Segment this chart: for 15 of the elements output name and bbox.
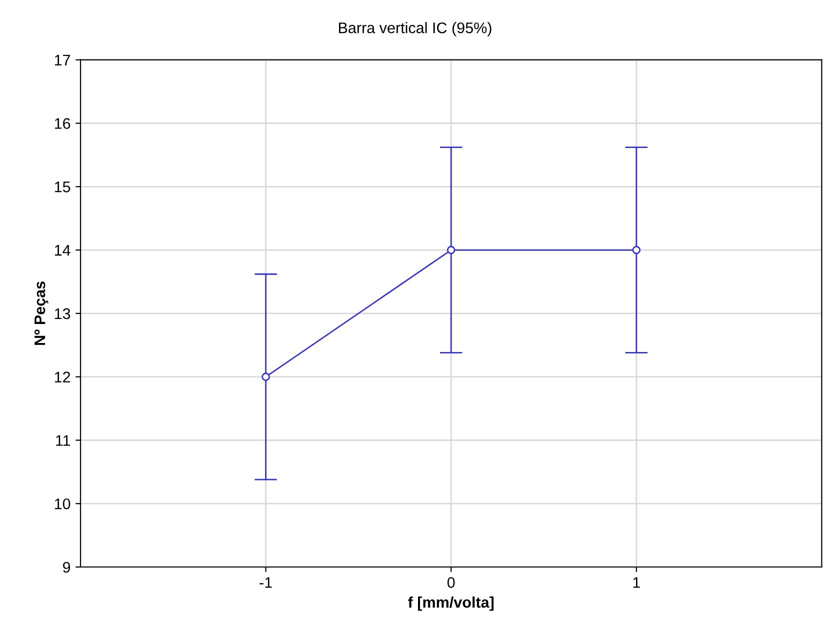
y-tick-label: 13 [54, 308, 70, 320]
y-tick-label: 11 [56, 435, 70, 446]
y-tick-label: 16 [54, 118, 70, 129]
x-tick-label: 0 [447, 577, 455, 588]
x-tick-label: 1 [633, 577, 640, 588]
x-axis-title: f [mm/volta] [408, 596, 494, 611]
chart-title: Barra vertical IC (95%) [339, 22, 492, 36]
x-tick-label: -1 [260, 577, 272, 588]
y-tick-label: 10 [54, 498, 70, 510]
y-tick-label: 15 [54, 182, 70, 192]
y-tick-label: 14 [54, 245, 70, 256]
y-tick-label: 9 [63, 562, 70, 573]
y-axis-title: Nº Peças [34, 282, 48, 345]
y-tick-label: 17 [54, 54, 70, 66]
y-tick-label: 12 [54, 372, 70, 382]
